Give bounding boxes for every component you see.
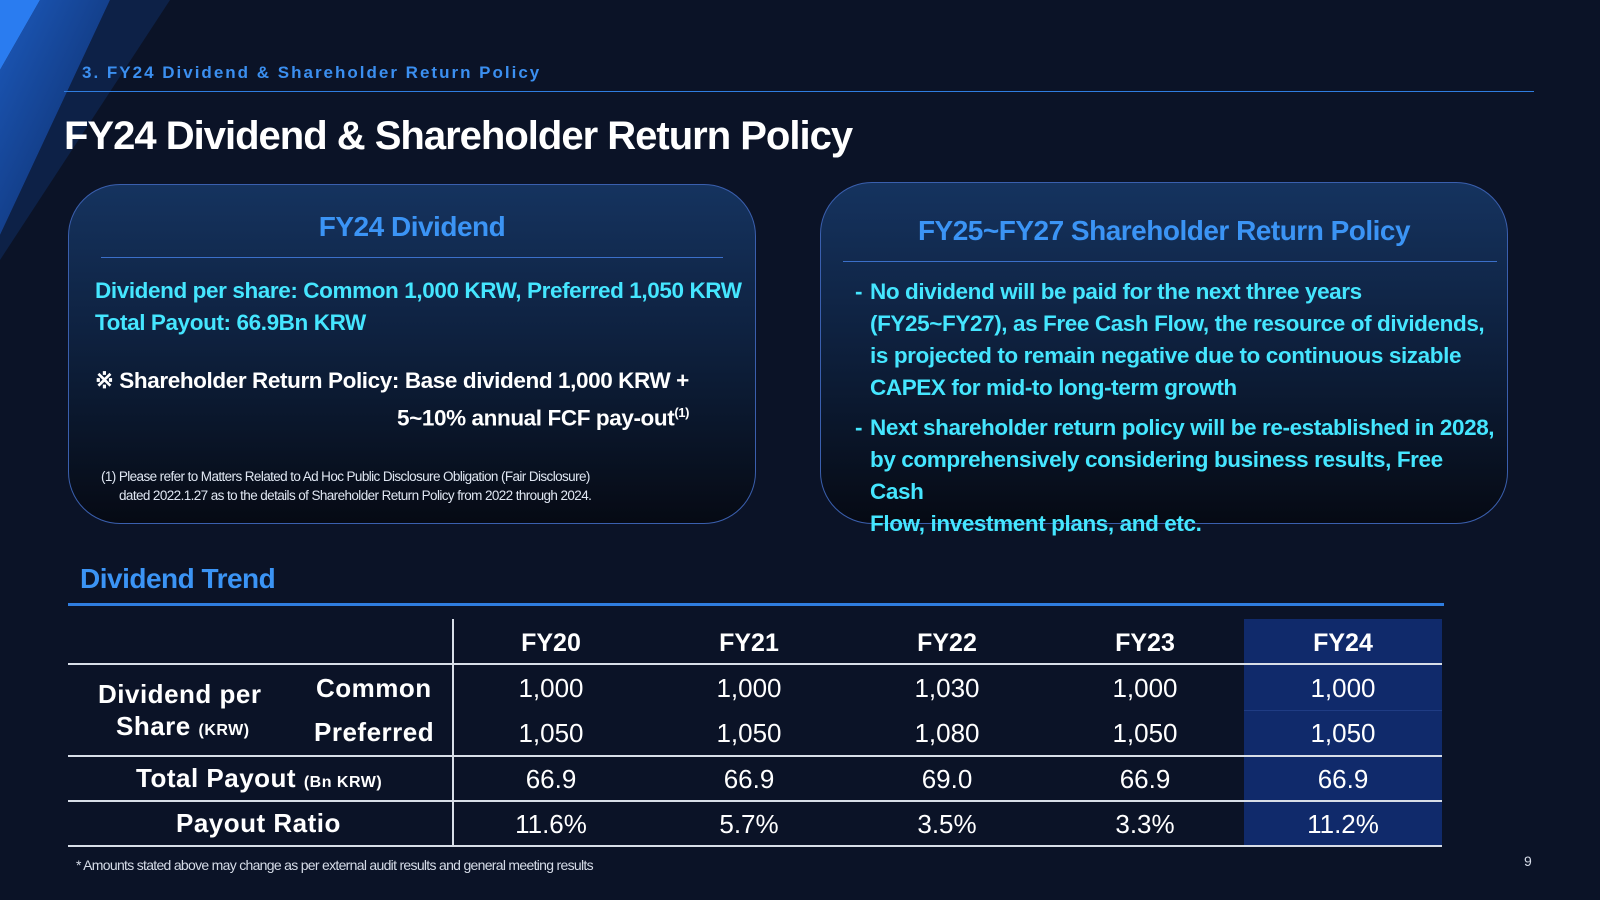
common-fy22: 1,030 <box>914 673 980 703</box>
bullet-line: Next shareholder return policy will be r… <box>870 415 1495 440</box>
payout-ratio-label: Payout Ratio <box>176 808 341 838</box>
panel-note-line2: dated 2022.1.27 as to the details of Sha… <box>119 488 592 503</box>
ratio-fy20: 11.6% <box>515 809 587 839</box>
payout-fy20: 66.9 <box>525 764 577 794</box>
footnote: * Amounts stated above may change as per… <box>76 857 594 873</box>
common-fy24: 1,000 <box>1310 673 1376 703</box>
page-number: 9 <box>1524 853 1532 869</box>
bullet-dash: - <box>855 279 863 304</box>
ratio-fy24: 11.2% <box>1307 809 1379 839</box>
bullet-line: CAPEX for mid-to long-term growth <box>870 375 1237 400</box>
policy-bullet: - Next shareholder return policy will be… <box>855 412 1495 540</box>
year-header-fy20: FY20 <box>521 629 581 657</box>
dps-unit: (KRW) <box>198 722 250 739</box>
panel-divider <box>101 257 723 258</box>
ratio-fy23: 3.3% <box>1115 809 1175 839</box>
fy24-dividend-panel: FY24 Dividend Dividend per share: Common… <box>68 184 756 524</box>
ratio-fy21: 5.7% <box>719 809 779 839</box>
bullet-dash: - <box>855 415 863 440</box>
preferred-fy21: 1,050 <box>716 718 782 748</box>
dividend-per-share-text: Dividend per share: Common 1,000 KRW, Pr… <box>95 278 742 303</box>
panel-divider <box>843 261 1497 262</box>
fy24-row-separator <box>1244 710 1442 711</box>
table-row-line <box>68 755 1442 757</box>
common-label: Common <box>316 673 432 703</box>
table-row-line <box>68 663 1442 665</box>
year-header-fy21: FY21 <box>719 629 779 657</box>
year-header-fy24: FY24 <box>1313 629 1373 657</box>
dps-label-line2: Share (KRW) <box>116 711 250 742</box>
payout-fy24: 66.9 <box>1317 764 1369 794</box>
bullet-line: (FY25~FY27), as Free Cash Flow, the reso… <box>870 311 1485 336</box>
dps-label-line1: Dividend per <box>98 679 262 709</box>
ratio-fy22: 3.5% <box>917 809 977 839</box>
year-header-fy22: FY22 <box>917 629 977 657</box>
section-label: 3. FY24 Dividend & Shareholder Return Po… <box>82 63 542 82</box>
dps-label-share: Share <box>116 711 191 741</box>
dividend-trend-title: Dividend Trend <box>80 563 276 594</box>
bullet-line: Flow, investment plans, and etc. <box>870 511 1202 536</box>
payout-fy23: 66.9 <box>1119 764 1171 794</box>
bullet-line: is projected to remain negative due to c… <box>870 343 1462 368</box>
bullet-line: by comprehensively considering business … <box>870 447 1443 504</box>
preferred-fy23: 1,050 <box>1112 718 1178 748</box>
payout-fy22: 69.0 <box>921 764 973 794</box>
common-fy21: 1,000 <box>716 673 782 703</box>
panel-title: FY25~FY27 Shareholder Return Policy <box>917 215 1411 246</box>
policy-bullet: - No dividend will be paid for the next … <box>855 276 1495 404</box>
policy-footnote-marker: (1) <box>674 405 690 420</box>
bullet-line: No dividend will be paid for the next th… <box>870 279 1362 304</box>
table-row-line <box>68 800 1442 802</box>
payout-unit: (Bn KRW) <box>303 774 383 791</box>
panel-note-line1: (1) Please refer to Matters Related to A… <box>101 469 590 484</box>
table-label-separator <box>452 619 454 846</box>
total-payout-label-text: Total Payout <box>136 763 297 793</box>
preferred-fy24: 1,050 <box>1310 718 1376 748</box>
total-payout-label: Total Payout (Bn KRW) <box>136 763 382 794</box>
year-header-fy23: FY23 <box>1115 629 1175 657</box>
page-title: FY24 Dividend & Shareholder Return Polic… <box>64 114 853 158</box>
table-row-line <box>68 845 1442 847</box>
policy-text-line2: 5~10% annual FCF pay-out(1) <box>397 397 689 435</box>
preferred-fy20: 1,050 <box>518 718 584 748</box>
top-divider <box>64 91 1534 92</box>
trend-divider <box>68 603 1444 606</box>
policy-text-line1: ※ Shareholder Return Policy: Base divide… <box>95 368 689 393</box>
fy24-column-highlight <box>1244 619 1442 846</box>
common-fy20: 1,000 <box>518 673 584 703</box>
policy-text-line2-main: 5~10% annual FCF pay-out <box>397 405 675 431</box>
payout-fy21: 66.9 <box>723 764 775 794</box>
preferred-fy22: 1,080 <box>914 718 980 748</box>
return-policy-panel: FY25~FY27 Shareholder Return Policy - No… <box>820 182 1508 536</box>
total-payout-text: Total Payout: 66.9Bn KRW <box>95 310 366 335</box>
common-fy23: 1,000 <box>1112 673 1178 703</box>
preferred-label: Preferred <box>314 717 435 747</box>
panel-title: FY24 Dividend <box>318 211 506 242</box>
